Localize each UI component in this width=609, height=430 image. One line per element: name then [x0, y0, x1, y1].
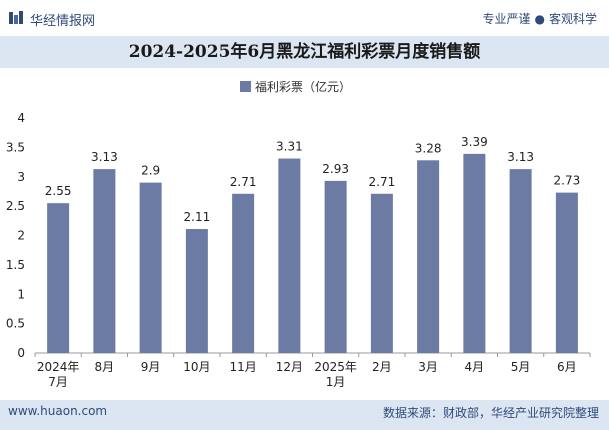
top-bar: 华经情报网 专业严谨 ● 客观科学 [0, 0, 609, 36]
x-tick-label: 2月 [372, 360, 392, 374]
bar [232, 193, 255, 353]
bar [93, 169, 116, 353]
y-tick-label: 4 [17, 111, 25, 125]
footer-website: www.huaon.com [8, 404, 108, 418]
bar [417, 160, 440, 353]
chart-legend: 福利彩票（亿元） [240, 78, 351, 94]
footer-band [0, 400, 609, 430]
x-tick-label: 2025年 1月 [314, 360, 357, 389]
value-label: 2.55 [45, 184, 72, 198]
y-tick-label: 1 [17, 287, 25, 301]
value-label: 2.71 [369, 175, 396, 189]
slogan: 专业严谨 ● 客观科学 [482, 10, 597, 27]
dot-separator-icon: ● [534, 12, 545, 26]
bar [185, 229, 208, 353]
x-tick-label: 2024年 7月 [37, 360, 80, 389]
x-tick-label: 11月 [229, 360, 256, 374]
value-label: 2.71 [230, 175, 257, 189]
x-tick-label: 3月 [418, 360, 438, 374]
legend-label: 福利彩票（亿元） [255, 80, 352, 94]
y-tick-label: 0 [17, 346, 25, 360]
x-tick-label: 9月 [141, 360, 161, 374]
x-tick-label: 6月 [557, 360, 577, 374]
brand-name: 华经情报网 [30, 14, 96, 29]
y-tick-label: 1.5 [6, 258, 25, 272]
value-label: 3.31 [276, 140, 303, 154]
bar [278, 158, 301, 353]
y-tick-label: 0.5 [6, 317, 25, 331]
value-label: 3.13 [91, 150, 118, 164]
x-tick-label: 10月 [183, 360, 210, 374]
huajing-logo-icon [9, 11, 23, 24]
legend-swatch-icon [240, 81, 251, 92]
value-label: 2.93 [322, 162, 349, 176]
footer-source: 数据来源：财政部，华经产业研究院整理 [382, 406, 599, 420]
bar-chart: 0 0.5 1 1.5 2 2.5 3 3.5 4 2.55 2024年 7月 3.13 8月 2.9 9月 2… [6, 111, 591, 389]
value-label: 3.39 [461, 135, 488, 149]
bar [509, 169, 532, 353]
bar [324, 180, 347, 353]
x-tick-label: 8月 [95, 360, 115, 374]
bar [47, 203, 70, 353]
slogan-left: 专业严谨 [482, 12, 531, 26]
chart-title: 2024-2025年6月黑龙江福利彩票月度销售额 [128, 42, 481, 62]
title-band [0, 36, 609, 68]
y-tick-label: 3 [17, 170, 25, 184]
slogan-right: 客观科学 [548, 12, 597, 26]
value-label: 3.28 [415, 141, 442, 155]
bar [370, 193, 393, 353]
bar [139, 182, 162, 353]
bar [463, 153, 486, 353]
x-tick-label: 12月 [276, 360, 303, 374]
value-label: 3.13 [507, 150, 534, 164]
value-label: 2.73 [554, 174, 581, 188]
value-label: 2.9 [141, 164, 160, 178]
y-tick-label: 2.5 [6, 199, 25, 213]
bar [555, 192, 578, 353]
y-tick-label: 3.5 [6, 140, 25, 154]
y-tick-label: 2 [17, 229, 25, 243]
x-tick-label: 5月 [511, 360, 531, 374]
value-label: 2.11 [184, 210, 211, 224]
x-tick-label: 4月 [465, 360, 485, 374]
